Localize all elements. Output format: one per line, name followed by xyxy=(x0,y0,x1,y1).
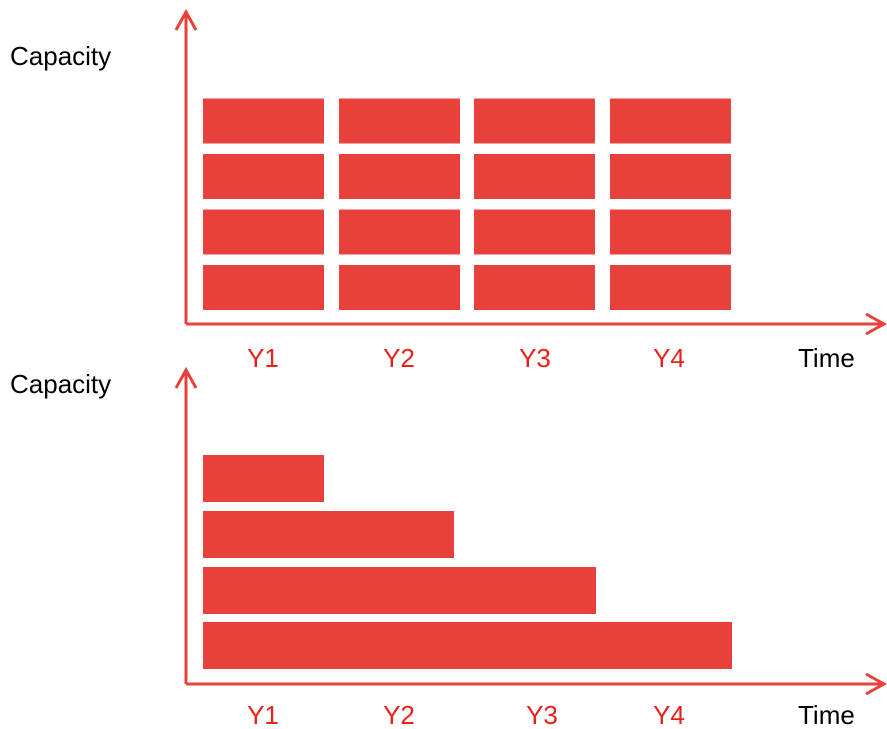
top-block-y1-row-4 xyxy=(203,98,324,144)
top-block-y4-row-4 xyxy=(610,98,731,144)
top-x-axis-arrow xyxy=(865,312,887,336)
bottom-tick-label-y4: Y4 xyxy=(653,700,685,729)
bottom-bar-y2 xyxy=(203,511,454,558)
bottom-bars xyxy=(203,455,732,669)
top-block-y2-row-4 xyxy=(339,98,460,144)
top-panel: Capacity Time Y1 Y2 Y3 Y4 xyxy=(10,8,887,373)
top-block-y2-row-3 xyxy=(339,154,460,199)
top-block-y3-row-3 xyxy=(474,154,595,199)
bottom-y-axis-arrow xyxy=(174,366,198,389)
top-block-y1-row-3 xyxy=(203,154,324,199)
top-x-axis-title: Time xyxy=(798,343,855,373)
top-tick-label-y4: Y4 xyxy=(653,343,685,373)
top-block-y2-row-2 xyxy=(339,209,460,255)
top-block-y4-row-2 xyxy=(610,209,731,255)
top-tick-label-y1: Y1 xyxy=(247,343,279,373)
top-y-axis-title: Capacity xyxy=(10,41,111,71)
bottom-y-axis-title: Capacity xyxy=(10,369,111,399)
top-block-y1-row-2 xyxy=(203,209,324,255)
top-block-y4-row-1 xyxy=(610,265,731,310)
bottom-panel: Capacity Time Y1 Y2 Y3 Y4 xyxy=(10,366,887,729)
top-block-y1-row-1 xyxy=(203,265,324,310)
bottom-bar-y3 xyxy=(203,567,596,614)
bottom-bar-y4 xyxy=(203,622,732,669)
bottom-bar-y1 xyxy=(203,455,324,502)
top-block-y3-row-2 xyxy=(474,209,595,255)
top-y-axis-arrow xyxy=(174,8,198,31)
top-block-y3-row-4 xyxy=(474,98,595,144)
top-bars xyxy=(203,98,731,310)
top-tick-label-y3: Y3 xyxy=(519,343,551,373)
bottom-x-axis-title: Time xyxy=(798,700,855,729)
top-block-y2-row-1 xyxy=(339,265,460,310)
top-block-y4-row-3 xyxy=(610,154,731,199)
bottom-tick-label-y1: Y1 xyxy=(247,700,279,729)
top-tick-label-y2: Y2 xyxy=(383,343,415,373)
bottom-tick-label-y3: Y3 xyxy=(526,700,558,729)
top-block-y3-row-1 xyxy=(474,265,595,310)
bottom-tick-label-y2: Y2 xyxy=(383,700,415,729)
bottom-x-axis-arrow xyxy=(865,672,887,696)
